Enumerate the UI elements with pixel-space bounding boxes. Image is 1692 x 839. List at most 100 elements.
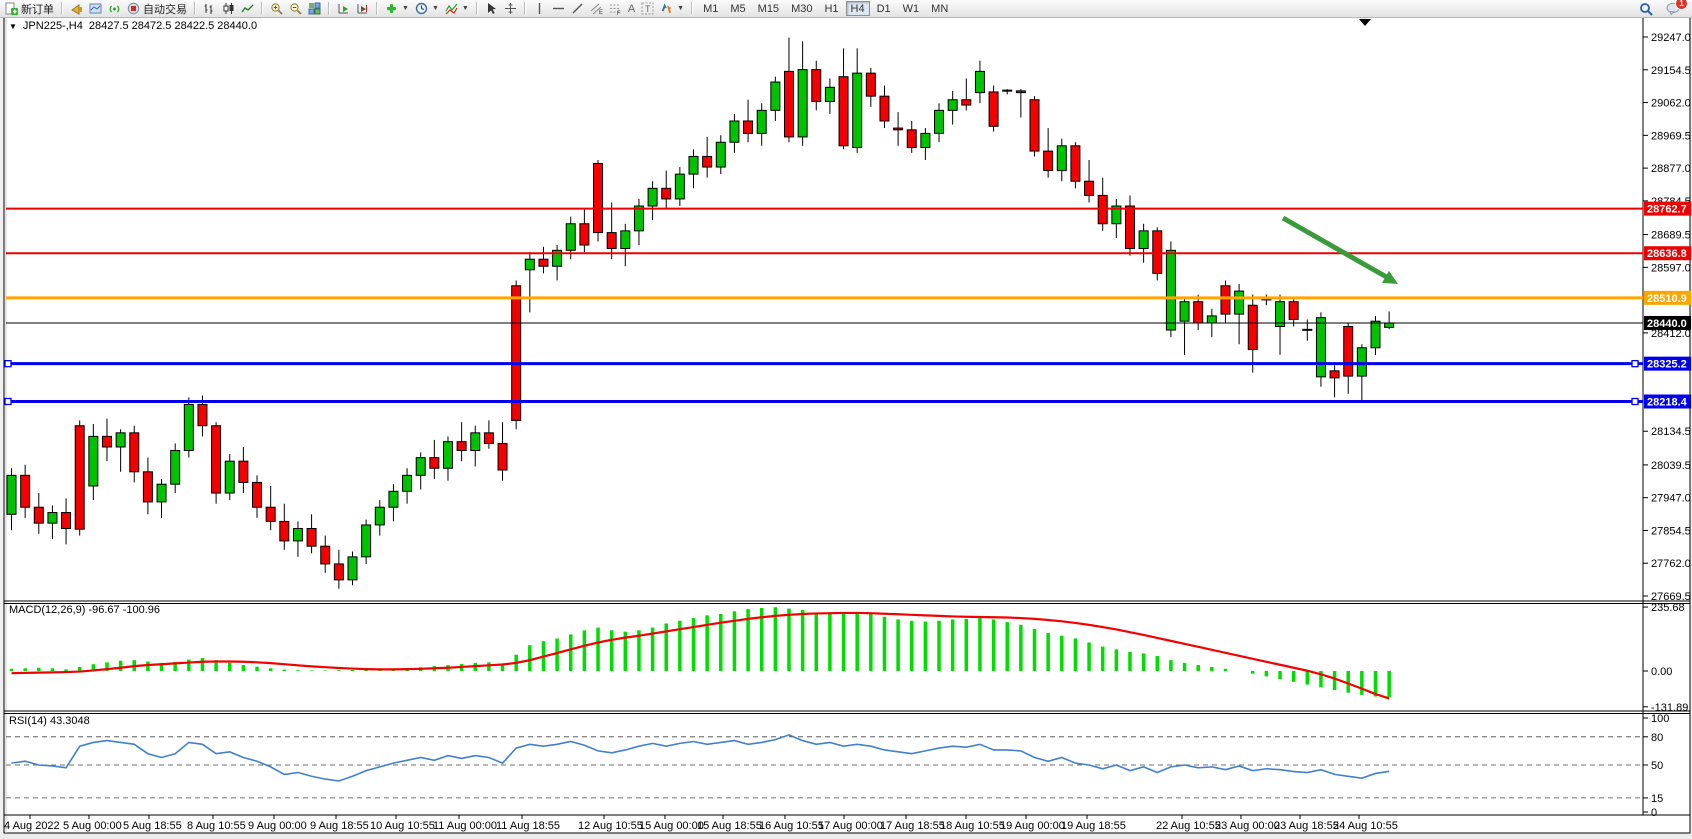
- timeframe-button-m5[interactable]: M5: [725, 1, 750, 16]
- add-indicator-button[interactable]: ▼: [382, 1, 412, 16]
- clock-icon: [415, 2, 428, 15]
- candle-body-bull: [1138, 230, 1149, 250]
- text-tool-button[interactable]: A: [625, 1, 638, 16]
- candle-body-bear: [320, 545, 331, 565]
- candle-body-bull: [797, 69, 808, 138]
- candle-body-bull: [947, 99, 958, 111]
- auto-scroll-button[interactable]: [334, 1, 353, 16]
- text-label-tool-button[interactable]: T: [638, 1, 657, 16]
- rsi-tick-label: 80: [1651, 732, 1663, 744]
- period-button[interactable]: ▼: [412, 1, 442, 16]
- collapse-triangle-icon[interactable]: ▼: [9, 21, 17, 31]
- macd-indicator-label: MACD(12,26,9) -96.67 -100.96: [9, 604, 161, 616]
- candle-body-bull: [1234, 290, 1245, 315]
- tile-windows-button[interactable]: [305, 1, 324, 16]
- candle-body-bull: [292, 527, 303, 542]
- timeframe-button-m15[interactable]: M15: [753, 1, 784, 16]
- zoom-out-icon: [289, 2, 302, 15]
- candle-body-bear: [579, 223, 590, 246]
- chart-shift-marker[interactable]: [1359, 19, 1371, 26]
- timeframe-button-w1[interactable]: W1: [898, 1, 925, 16]
- market-watch-button[interactable]: [86, 1, 105, 16]
- fibonacci-tool-button[interactable]: F: [606, 1, 625, 16]
- candle-body-bear: [429, 457, 440, 469]
- candle-body-bull: [620, 230, 631, 250]
- bar-chart-mode-button[interactable]: [200, 1, 219, 16]
- arrows-tool-button[interactable]: ▼: [657, 1, 687, 16]
- signals-button[interactable]: [105, 1, 124, 16]
- zoom-in-button[interactable]: [267, 1, 286, 16]
- new-order-button[interactable]: 新订单: [2, 1, 57, 16]
- window-bottom-edge: [0, 833, 1692, 839]
- candle-body-bull: [1275, 301, 1286, 328]
- candle-body-bear: [211, 425, 222, 494]
- svg-text:T: T: [645, 4, 651, 14]
- search-button[interactable]: [1636, 1, 1655, 16]
- price-tick-label: 29062.0: [1651, 98, 1691, 110]
- fibonacci-icon: F: [609, 2, 622, 15]
- candle-body-bull: [442, 441, 453, 469]
- chart-window-icon: [89, 2, 102, 15]
- line-drag-handle[interactable]: [4, 397, 12, 406]
- timeframe-button-m1[interactable]: M1: [698, 1, 723, 16]
- search-icon: [1639, 2, 1653, 16]
- date-tick-label: 17 Aug 18:55: [880, 820, 945, 832]
- candle-body-bear: [129, 432, 140, 473]
- candle-body-bear: [252, 481, 263, 508]
- candle-body-bear: [456, 441, 467, 452]
- line-drag-handle[interactable]: [1631, 397, 1639, 406]
- candle-body-bear: [961, 99, 972, 106]
- axis-price-tag: [1644, 290, 1691, 305]
- timeframe-button-d1[interactable]: D1: [872, 1, 896, 16]
- date-tick-label: 12 Aug 10:55: [578, 820, 643, 832]
- timeframe-button-h4[interactable]: H4: [845, 1, 870, 16]
- trend-arrow-head[interactable]: [1382, 270, 1398, 284]
- candlestick-icon: [222, 2, 235, 15]
- candle-body-bear: [538, 258, 549, 267]
- cursor-arrow-icon: [485, 2, 498, 15]
- horizontal-line-tool-button[interactable]: [549, 1, 568, 16]
- dropdown-caret-icon: ▼: [461, 5, 469, 12]
- timeframe-button-m30[interactable]: M30: [786, 1, 817, 16]
- candle-body-bull: [1179, 301, 1190, 322]
- indicator-lines-icon: [445, 2, 458, 15]
- date-tick-label: 18 Aug 10:55: [940, 820, 1005, 832]
- timeframe-button-h1[interactable]: H1: [819, 1, 843, 16]
- rsi-tick-label: 15: [1651, 793, 1663, 805]
- auto-trading-button[interactable]: 自动交易: [124, 1, 190, 16]
- horizontal-line-icon: [552, 2, 565, 15]
- mql5-community-button[interactable]: [67, 1, 86, 16]
- trend-arrow-line[interactable]: [1281, 215, 1392, 282]
- price-tick-label: 28597.0: [1651, 262, 1691, 274]
- auto-trading-icon: [127, 2, 140, 15]
- timeframe-button-mn[interactable]: MN: [926, 1, 953, 16]
- chart-shift-button[interactable]: [353, 1, 372, 16]
- date-tick-label: 15 Aug 18:55: [697, 820, 762, 832]
- candle-body-bear: [743, 120, 754, 134]
- vertical-line-tool-button[interactable]: [530, 1, 549, 16]
- candle-body-bear: [1015, 90, 1026, 94]
- toolbar-separator: [691, 2, 694, 15]
- date-tick-label: 19 Aug 18:55: [1061, 820, 1126, 832]
- indicator-list-button[interactable]: ▼: [442, 1, 472, 16]
- candle-body-bull: [1302, 328, 1313, 331]
- line-drag-handle[interactable]: [4, 359, 12, 368]
- channel-tool-button[interactable]: E: [587, 1, 606, 16]
- notifications-button[interactable]: 1: [1663, 0, 1688, 16]
- candle-body-bear: [61, 512, 72, 529]
- zoom-out-button[interactable]: [286, 1, 305, 16]
- candle-body-bull: [756, 109, 767, 134]
- price-tick-label: 28969.5: [1651, 130, 1691, 142]
- candlestick-mode-button[interactable]: [219, 1, 238, 16]
- candle-body-bull: [388, 490, 399, 508]
- cursor-tool-button[interactable]: [482, 1, 501, 16]
- candle-body-bull: [170, 450, 181, 485]
- line-drag-handle[interactable]: [1631, 359, 1639, 368]
- line-chart-icon: [241, 2, 254, 15]
- line-chart-mode-button[interactable]: [238, 1, 257, 16]
- crosshair-tool-button[interactable]: [501, 1, 520, 16]
- rsi-tick-label: 0: [1651, 807, 1657, 819]
- timeframe-group: M1 M5 M15 M30 H1 H4 D1 W1 MN: [695, 0, 956, 17]
- trendline-tool-button[interactable]: [568, 1, 587, 16]
